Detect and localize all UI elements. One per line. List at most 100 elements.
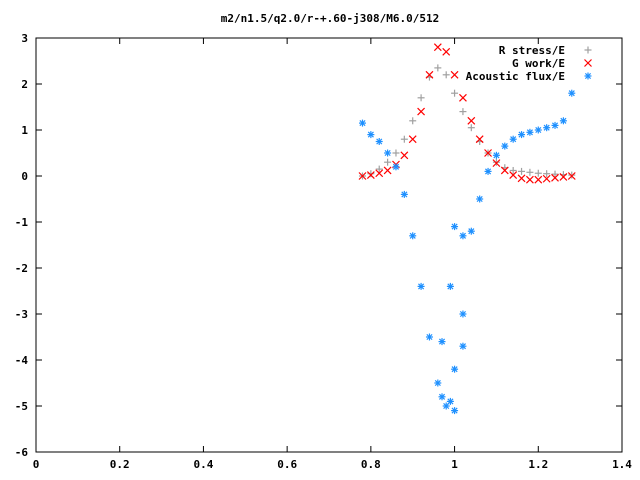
- data-point: [567, 172, 576, 180]
- data-point-stroke: [568, 90, 575, 97]
- data-point-stroke: [383, 166, 392, 175]
- data-point-stroke: [376, 138, 383, 145]
- data-point-stroke: [450, 70, 459, 79]
- data-point-stroke: [366, 171, 375, 180]
- data-point-stroke: [559, 172, 568, 181]
- data-point: [384, 149, 392, 157]
- data-point: [568, 89, 576, 97]
- data-point-stroke: [447, 398, 454, 405]
- data-point-stroke: [409, 232, 416, 239]
- legend-marker: [584, 72, 592, 80]
- data-point: [467, 227, 475, 235]
- x-tick-label: 0: [33, 458, 40, 471]
- data-point: [392, 163, 400, 171]
- data-point-stroke: [459, 93, 467, 102]
- data-point: [467, 116, 476, 125]
- data-point-stroke: [408, 135, 417, 144]
- data-point: [442, 402, 450, 410]
- data-point-stroke: [426, 333, 433, 341]
- data-point: [417, 94, 425, 102]
- y-tick-label: -3: [15, 308, 28, 321]
- data-point-stroke: [417, 107, 426, 116]
- data-point-stroke: [433, 43, 442, 52]
- data-point-stroke: [526, 129, 533, 136]
- data-point: [475, 135, 484, 144]
- data-point: [434, 379, 442, 387]
- data-point: [409, 117, 417, 125]
- data-point: [383, 166, 392, 175]
- data-point-stroke: [510, 136, 517, 143]
- data-point: [509, 166, 517, 174]
- data-point: [451, 223, 459, 231]
- series-layer: [358, 43, 576, 415]
- data-point: [358, 172, 367, 180]
- data-point: [446, 397, 454, 405]
- data-point: [517, 174, 526, 183]
- data-point: [568, 171, 576, 179]
- data-point-stroke: [501, 143, 508, 150]
- data-point: [451, 407, 459, 415]
- data-point: [384, 158, 392, 166]
- x-tick-label: 1.4: [612, 458, 632, 471]
- data-point-stroke: [500, 166, 509, 175]
- data-point: [534, 169, 542, 177]
- data-point-stroke: [358, 172, 367, 180]
- data-point-stroke: [485, 168, 492, 175]
- data-point: [551, 170, 559, 178]
- data-point: [375, 169, 384, 178]
- data-point-stroke: [525, 175, 534, 184]
- y-tick-label: -1: [15, 216, 29, 229]
- legend-label: R stress/E: [499, 44, 565, 57]
- y-tick-label: -6: [15, 446, 29, 459]
- data-point-stroke: [438, 338, 446, 345]
- data-point: [534, 175, 543, 184]
- y-tick-label: -4: [15, 354, 29, 367]
- data-point-stroke: [392, 163, 400, 170]
- data-point: [492, 159, 501, 168]
- data-point: [509, 171, 518, 180]
- data-point: [459, 342, 467, 350]
- axis-ticks: 0 0.2 0.4 0.6 0.8 1 1.2 1.4 3 2 1 0 -1 -2 -3 -4 -5 -6: [15, 32, 633, 471]
- x-tick-label: 0.6: [277, 458, 297, 471]
- series-1: [358, 43, 576, 184]
- data-point: [375, 138, 383, 145]
- data-point: [484, 167, 492, 175]
- data-point-stroke: [468, 228, 475, 235]
- data-point: [451, 89, 459, 97]
- y-tick-label: 1: [21, 124, 28, 137]
- data-point-stroke: [484, 149, 492, 157]
- data-point-stroke: [442, 47, 451, 56]
- legend-marker-stroke: [584, 72, 592, 80]
- data-point-stroke: [551, 173, 559, 182]
- data-point: [425, 333, 433, 341]
- data-point: [400, 135, 408, 143]
- data-point: [451, 365, 459, 373]
- data-point: [518, 167, 526, 175]
- data-point: [492, 151, 500, 159]
- legend-label: G work/E: [512, 57, 565, 70]
- data-point-stroke: [459, 310, 466, 318]
- data-point: [526, 168, 534, 176]
- data-point-stroke: [400, 151, 409, 160]
- data-point: [509, 135, 517, 143]
- data-point: [366, 171, 375, 180]
- data-point: [392, 149, 400, 157]
- data-point: [400, 151, 409, 160]
- data-point: [400, 190, 408, 198]
- data-point: [367, 131, 375, 139]
- legend-marker: [584, 59, 592, 67]
- data-point: [459, 232, 467, 240]
- data-point: [417, 107, 426, 116]
- data-point: [442, 47, 451, 56]
- data-point: [438, 393, 446, 401]
- data-point-stroke: [517, 174, 526, 183]
- data-point: [367, 170, 375, 178]
- data-point: [476, 195, 484, 203]
- legend-label: Acoustic flux/E: [466, 70, 565, 83]
- data-point: [543, 124, 551, 132]
- data-point-stroke: [467, 116, 476, 125]
- data-point: [375, 165, 383, 173]
